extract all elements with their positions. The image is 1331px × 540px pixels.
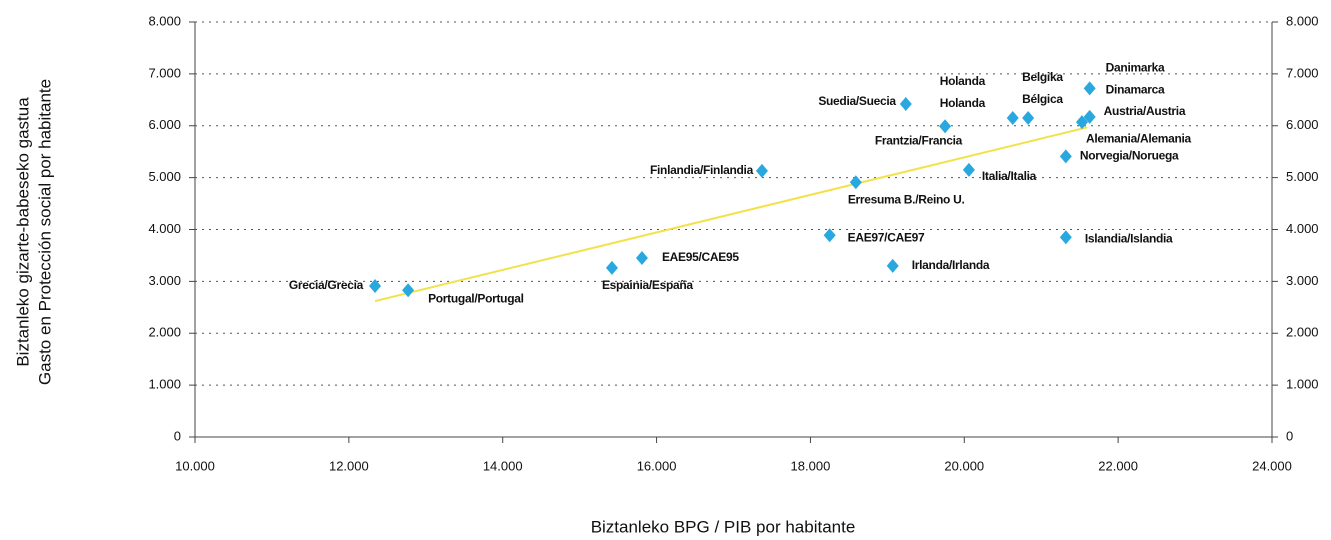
y2-tick-label: 7.000 [1286, 65, 1319, 80]
y-tick-label: 7.000 [148, 65, 181, 80]
y-tick-label: 2.000 [148, 325, 181, 340]
point-label: Frantzia/Francia [875, 133, 963, 147]
point-label: Grecia/Grecia [289, 278, 364, 292]
x-tick-label: 18.000 [791, 458, 831, 473]
y-tick-label: 5.000 [148, 169, 181, 184]
point-label: Portugal/Portugal [428, 291, 524, 305]
y2-tick-label: 0 [1286, 428, 1293, 443]
y2-tick-label: 5.000 [1286, 169, 1319, 184]
point [1075, 115, 1088, 130]
point-label: EAE95/CAE95 [662, 250, 739, 264]
point [1059, 230, 1072, 245]
x-tick-label: 12.000 [329, 458, 369, 473]
y2-tick-label: 1.000 [1286, 377, 1319, 392]
point [1083, 109, 1096, 124]
point-label: Alemania/Alemania [1086, 131, 1192, 145]
point-label: Holanda [940, 74, 986, 88]
point [635, 251, 648, 266]
point [1006, 110, 1019, 125]
point-label: Norvegia/Noruega [1080, 149, 1179, 163]
y-tick-label: 0 [174, 428, 181, 443]
point-label: Dinamarca [1106, 83, 1165, 97]
x-tick-label: 16.000 [637, 458, 677, 473]
x-tick-label: 14.000 [483, 458, 523, 473]
point-label: Italia/Italia [982, 169, 1037, 183]
point [939, 119, 952, 134]
point-label: Belgika [1022, 70, 1063, 84]
x-tick-label: 10.000 [175, 458, 215, 473]
x-tick-label: 22.000 [1098, 458, 1138, 473]
y-tick-label: 6.000 [148, 117, 181, 132]
point [1059, 149, 1072, 164]
point-label: Austria/Austria [1104, 104, 1186, 118]
y-axis-title: Gasto en Protección social por habitante [35, 79, 54, 385]
x-tick-label: 24.000 [1252, 458, 1292, 473]
y2-tick-label: 4.000 [1286, 221, 1319, 236]
point-label: Danimarka [1106, 61, 1165, 75]
x-tick-label: 20.000 [944, 458, 984, 473]
point [849, 175, 862, 190]
point [605, 260, 618, 275]
y-tick-label: 8.000 [148, 13, 181, 28]
x-axis-title: Biztanleko BPG / PIB por habitante [591, 517, 856, 536]
y2-tick-label: 6.000 [1286, 117, 1319, 132]
y-tick-label: 4.000 [148, 221, 181, 236]
point-label: EAE97/CAE97 [848, 230, 925, 244]
point [369, 279, 382, 294]
point-label: Finlandia/Finlandia [650, 163, 754, 177]
point [755, 163, 768, 178]
point-label: Suedia/Suecia [818, 94, 896, 108]
y2-tick-label: 8.000 [1286, 13, 1319, 28]
y2-tick-label: 2.000 [1286, 325, 1319, 340]
point-label: Irlanda/Irlanda [912, 258, 990, 272]
point [1083, 81, 1096, 96]
y-axis-title: Biztanleko gizarte-babeseko gastua [13, 97, 32, 367]
y-tick-label: 1.000 [148, 377, 181, 392]
point [402, 283, 415, 298]
point-label: Espainia/España [602, 278, 693, 292]
point-label: Bélgica [1022, 92, 1063, 106]
y-tick-label: 3.000 [148, 273, 181, 288]
point-label: Islandia/Islandia [1085, 231, 1173, 245]
trendline [374, 126, 1088, 303]
point [1022, 110, 1035, 125]
point [823, 228, 836, 243]
point-label: Erresuma B./Reino U. [848, 192, 965, 206]
point [962, 162, 975, 177]
point [899, 96, 912, 111]
point-label: Holanda [940, 96, 986, 110]
point [886, 258, 899, 273]
y2-tick-label: 3.000 [1286, 273, 1319, 288]
